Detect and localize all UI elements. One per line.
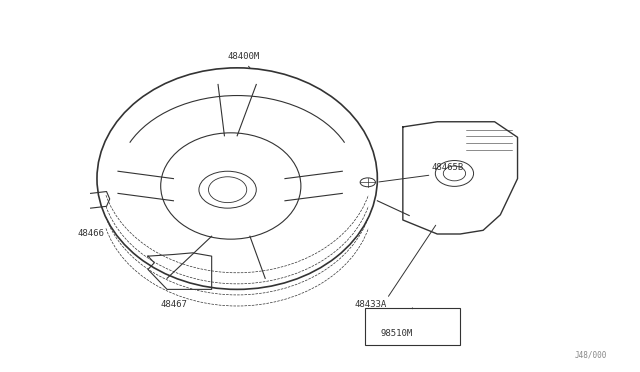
Text: 48467: 48467 <box>160 300 187 309</box>
Text: 48400M: 48400M <box>227 52 260 61</box>
Text: 98510M: 98510M <box>380 329 413 338</box>
Text: 48465B: 48465B <box>431 163 463 172</box>
Text: 48433A: 48433A <box>355 300 387 309</box>
Text: J48/000: J48/000 <box>574 350 607 359</box>
Text: 48466: 48466 <box>77 230 104 238</box>
